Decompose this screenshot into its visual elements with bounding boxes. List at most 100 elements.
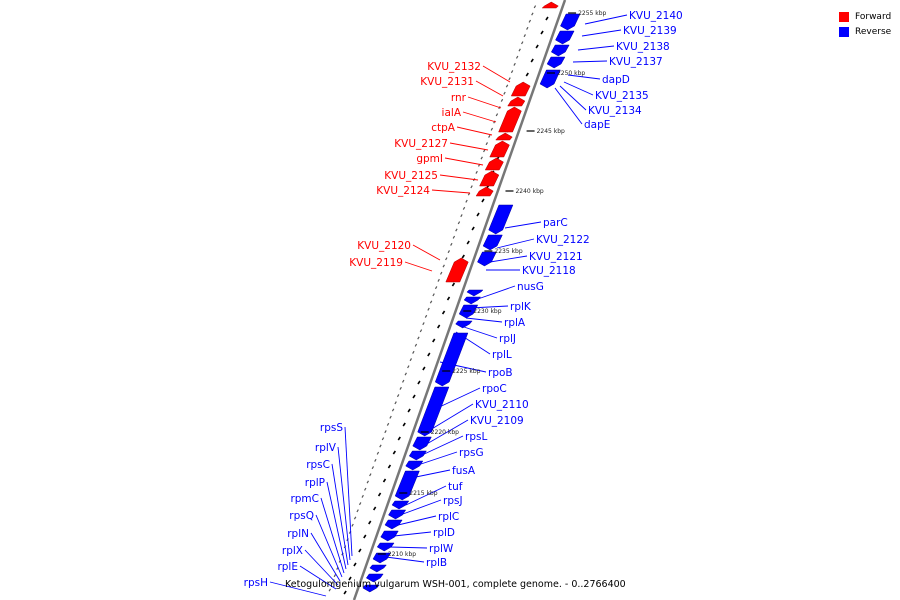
- leader-line: [475, 80, 504, 97]
- tick-mark: [452, 235, 456, 239]
- tick-mark: [500, 98, 504, 102]
- leader-line: [393, 531, 432, 537]
- reverse-gene-label: KVU_2140: [629, 10, 683, 22]
- leader-line: [315, 514, 343, 578]
- tick-mark: [333, 574, 337, 578]
- tick-mark: [466, 240, 470, 245]
- kbp-label: 2240 kbp: [515, 188, 543, 195]
- tick-mark: [446, 296, 451, 301]
- reverse-gene-label: rpsH: [244, 577, 268, 589]
- reverse-gene-arrow: [555, 30, 575, 45]
- leader-line: [554, 87, 583, 125]
- tick-mark: [535, 44, 539, 49]
- reverse-gene-label: rpsQ: [289, 510, 314, 522]
- tick-mark: [369, 473, 372, 477]
- tick-mark: [515, 55, 519, 59]
- reverse-gene-arrow: [463, 296, 482, 305]
- tick-mark: [505, 84, 509, 88]
- forward-gene-arrow: [489, 140, 510, 158]
- tick-mark: [351, 523, 354, 527]
- reverse-gene-label: rpsJ: [443, 495, 463, 507]
- leader-line: [402, 499, 442, 515]
- forward-gene-label: KVU_2125: [384, 170, 438, 182]
- leader-line: [439, 174, 479, 181]
- tick-mark: [518, 48, 521, 52]
- reverse-gene-label: rplP: [305, 477, 325, 489]
- tick-mark: [397, 436, 401, 441]
- tick-mark: [331, 581, 334, 585]
- reverse-gene-label: rpoC: [482, 383, 507, 395]
- leader-line: [489, 255, 528, 263]
- tick-mark: [545, 16, 549, 21]
- reverse-gene-label: rplA: [504, 317, 526, 329]
- forward-gene-label: gpmI: [416, 153, 443, 165]
- reverse-gene-label: rplC: [438, 511, 459, 523]
- tick-mark: [368, 520, 372, 525]
- leader-line: [410, 469, 451, 479]
- reverse-gene-arrow: [477, 251, 497, 267]
- tick-mark: [460, 214, 463, 218]
- tick-mark: [424, 314, 428, 318]
- tick-mark: [521, 41, 524, 45]
- leader-line: [572, 60, 608, 63]
- tick-mark: [451, 282, 456, 287]
- leader-line: [310, 532, 341, 582]
- leader-line: [304, 549, 339, 586]
- tick-mark: [483, 149, 486, 153]
- kbp-labels: 2210 kbp 2215 kbp 2220 kbp 2225 kbp 2230 kbp…: [377, 10, 607, 558]
- tick-mark: [465, 199, 468, 203]
- leader-line: [559, 85, 587, 111]
- tick-mark: [432, 338, 436, 343]
- reverse-gene-label: rplV: [315, 442, 337, 454]
- tick-mark: [439, 271, 443, 275]
- leader-line: [405, 485, 447, 506]
- reverse-swatch: [839, 26, 849, 37]
- reverse-gene-arrow: [539, 69, 561, 89]
- leader-line: [431, 189, 471, 194]
- leader-line: [563, 81, 594, 96]
- kbp-label: 2215 kbp: [409, 490, 437, 497]
- reverse-gene-arrow: [466, 289, 484, 297]
- reverse-gene-label: dapD: [602, 74, 630, 86]
- tick-mark: [419, 329, 423, 333]
- tick-mark: [510, 70, 514, 74]
- leader-line: [577, 45, 615, 51]
- tick-mark: [328, 588, 332, 592]
- tick-mark: [429, 300, 433, 304]
- tick-mark: [476, 212, 480, 217]
- tick-mark: [528, 19, 532, 23]
- tick-mark: [450, 242, 453, 246]
- reverse-gene-arrow: [482, 234, 503, 251]
- forward-gene-arrow: [445, 257, 469, 283]
- leader-line: [567, 74, 601, 80]
- reverse-gene-arrow: [380, 530, 399, 542]
- tick-mark: [437, 278, 440, 282]
- forward-gene-label: KVU_2131: [420, 76, 474, 88]
- leader-line: [337, 446, 351, 561]
- tick-mark: [361, 494, 364, 498]
- reverse-gene-arrow: [412, 436, 432, 451]
- reverse-gene-label: rpmC: [290, 493, 319, 505]
- tick-mark: [455, 228, 458, 232]
- tick-mark: [470, 185, 473, 189]
- reverse-gene-arrow: [417, 386, 450, 437]
- tick-mark: [531, 12, 534, 16]
- reverse-gene-label: KVU_2118: [522, 265, 576, 277]
- reverse-gene-label: parC: [543, 217, 568, 229]
- forward-gene-label: KVU_2132: [427, 61, 481, 73]
- reverse-gene-label: KVU_2109: [470, 415, 524, 427]
- gene-arrows: [362, 1, 581, 593]
- tick-mark: [389, 415, 392, 419]
- tick-mark: [387, 464, 392, 469]
- tick-mark: [475, 170, 478, 174]
- leader-line: [482, 65, 511, 83]
- reverse-gene-arrow: [434, 332, 469, 387]
- tick-mark: [394, 401, 397, 405]
- tick-mark: [407, 365, 410, 369]
- genome-backbone: [352, 0, 567, 600]
- reverse-gene-label: KVU_2135: [595, 90, 649, 102]
- reverse-gene-arrow: [550, 44, 570, 57]
- reverse-gene-arrow: [384, 519, 403, 530]
- tick-mark: [488, 134, 491, 138]
